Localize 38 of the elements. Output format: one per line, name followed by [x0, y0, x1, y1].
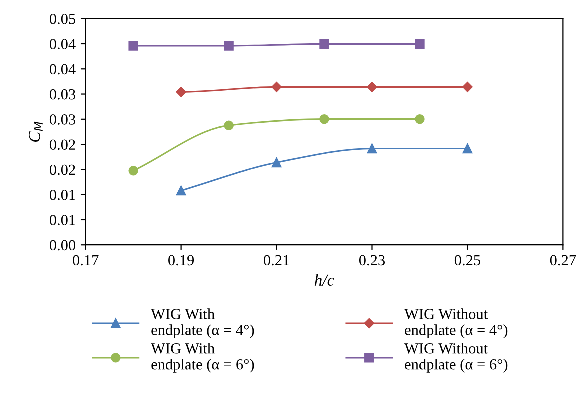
point — [224, 120, 234, 131]
y-tick-label: 0.04 — [50, 64, 76, 75]
legend-label: WIG With endplate (α = 6°) — [151, 343, 254, 373]
legend-label: WIG Without endplate (α = 6°) — [404, 343, 508, 373]
y-tick-label: 0.01 — [50, 190, 76, 200]
point — [128, 166, 138, 176]
y-tick-label: 0.02 — [50, 140, 76, 150]
point — [176, 186, 186, 196]
point — [272, 82, 282, 92]
x-tick-label: 0.23 — [359, 255, 386, 266]
point — [320, 114, 330, 124]
point — [367, 82, 378, 92]
point — [176, 87, 186, 98]
legend-label: WIG Without endplate (α = 4°) — [404, 308, 508, 338]
point — [462, 82, 473, 92]
point — [462, 144, 473, 154]
y-axis-title: C$_{M}$ — [29, 122, 43, 142]
y-tick-label: 0.03 — [50, 114, 76, 125]
y-tick-label: 0.00 — [50, 240, 76, 251]
x-tick-label: 0.19 — [168, 255, 194, 266]
point — [367, 144, 378, 154]
point — [128, 41, 138, 51]
legend-label: WIG With endplate (α = 4°) — [151, 308, 254, 338]
point — [272, 158, 282, 168]
y-tick-label: 0.05 — [50, 14, 76, 24]
y-tick-label: 0.01 — [50, 215, 76, 226]
x-tick-label: 0.17 — [73, 255, 99, 266]
y-tick-label: 0.02 — [50, 164, 76, 176]
x-tick-label: 0.21 — [264, 255, 290, 266]
x-axis-title: h/c — [314, 274, 335, 286]
x-tick-label: 0.25 — [454, 255, 480, 266]
point — [415, 114, 425, 124]
x-tick-label: 0.27 — [550, 255, 576, 266]
point — [224, 41, 234, 51]
y-tick-label: 0.04 — [50, 39, 76, 50]
point — [320, 39, 330, 50]
point — [415, 39, 425, 50]
y-tick-label: 0.03 — [50, 89, 76, 100]
